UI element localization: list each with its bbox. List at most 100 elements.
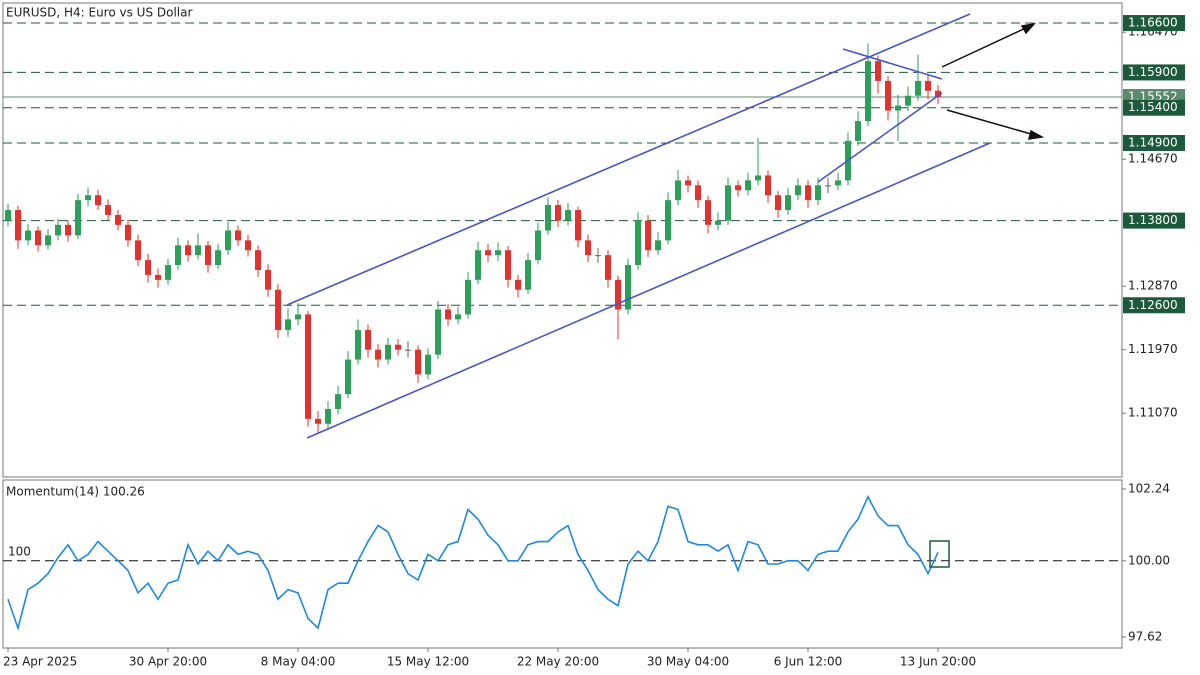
candle-body (295, 314, 301, 320)
candle-body (25, 230, 31, 241)
candle-body (735, 185, 741, 191)
candle-body (915, 80, 921, 96)
x-tick-label: 23 Apr 2025 (3, 655, 77, 669)
level-tag (1123, 64, 1185, 81)
candle-body (875, 61, 881, 81)
candle-body (125, 224, 131, 241)
candle-body (895, 105, 901, 111)
arrow-down (946, 109, 1039, 137)
trend-lines (286, 13, 991, 439)
candle-body (385, 344, 391, 360)
candle-body (135, 240, 141, 261)
level-label: 1.15400 (1128, 100, 1178, 114)
x-tick-label: 6 Jun 12:00 (774, 655, 843, 669)
candle-body (335, 394, 341, 409)
candles (5, 43, 941, 434)
candle-body (925, 80, 931, 91)
momentum-line (7, 494, 939, 631)
channel-lower (306, 142, 991, 439)
x-tick-label: 30 May 04:00 (647, 655, 729, 669)
triangle-lower (817, 92, 943, 183)
level-tag (1123, 15, 1185, 32)
candle-body (365, 329, 371, 350)
y-tick-label: 100.00 (1128, 553, 1170, 567)
channel-upper (286, 13, 971, 306)
candle-body (725, 185, 731, 221)
chart-title: EURUSD, H4: Euro vs US Dollar (6, 6, 192, 20)
candle-body (185, 245, 191, 256)
candle-body (765, 175, 771, 196)
candle-body (885, 80, 891, 111)
candle-body (205, 245, 211, 266)
candle-body (785, 195, 791, 211)
candle-body (815, 185, 821, 201)
candle-body (425, 354, 431, 375)
candle-body (165, 265, 171, 280)
candle-body (935, 90, 941, 98)
level-tag (1123, 99, 1185, 116)
level-label: 1.12600 (1128, 298, 1178, 312)
momentum (3, 494, 1122, 631)
candle-body (495, 250, 501, 256)
candle-body (695, 185, 701, 201)
candle-body (445, 309, 451, 320)
candle-body (605, 255, 611, 280)
candle-body (475, 250, 481, 280)
candle-body (455, 314, 461, 320)
candle-body (465, 279, 471, 315)
arrow-head (1027, 129, 1045, 140)
candle-body (285, 319, 291, 330)
candle-body (595, 255, 601, 257)
candle-body (145, 260, 151, 275)
x-tick-label: 22 May 20:00 (517, 655, 599, 669)
candle-body (15, 210, 21, 241)
candle-body (435, 309, 441, 355)
candle-body (855, 121, 861, 141)
candle-body (245, 240, 251, 251)
x-tick-label: 30 Apr 20:00 (129, 655, 207, 669)
y-tick-label: 1.12870 (1128, 279, 1178, 293)
candle-body (345, 359, 351, 395)
candle-body (235, 230, 241, 241)
candle-body (175, 245, 181, 266)
y-tick-label: 97.62 (1128, 630, 1162, 644)
candle-body (35, 230, 41, 246)
candle-body (865, 61, 871, 122)
candle-body (115, 214, 121, 225)
x-tick-label: 15 May 12:00 (387, 655, 469, 669)
candle-body (505, 250, 511, 280)
candle-body (545, 205, 551, 231)
candle-body (515, 279, 521, 290)
candle-body (555, 205, 561, 221)
candle-body (835, 180, 841, 186)
candle-body (65, 224, 71, 236)
momentum-pane (2, 479, 1123, 649)
candle-body (215, 250, 221, 266)
candle-body (195, 245, 201, 256)
candle-body (305, 314, 311, 419)
candle-body (565, 210, 571, 221)
x-tick-label: 13 Jun 20:00 (900, 655, 976, 669)
level-label: 1.14900 (1128, 135, 1178, 149)
candle-body (795, 185, 801, 196)
candle-body (255, 250, 261, 270)
candle-body (485, 250, 491, 256)
y-tick-label: 1.11970 (1128, 342, 1178, 356)
candle-body (755, 175, 761, 181)
y-tick-label: 1.14670 (1128, 152, 1178, 166)
candle-body (645, 220, 651, 251)
candle-body (715, 220, 721, 225)
candle-body (635, 220, 641, 266)
candle-body (5, 210, 11, 221)
candle-body (615, 279, 621, 310)
indicator-title: Momentum(14) 100.26 (6, 485, 145, 499)
candle-body (585, 240, 591, 256)
candle-body (325, 408, 331, 424)
candle-body (355, 329, 361, 360)
highlight-box (929, 540, 950, 568)
arrow-up (941, 25, 1031, 68)
candle-body (675, 180, 681, 201)
candle-body (265, 269, 271, 290)
arrows (941, 22, 1045, 140)
